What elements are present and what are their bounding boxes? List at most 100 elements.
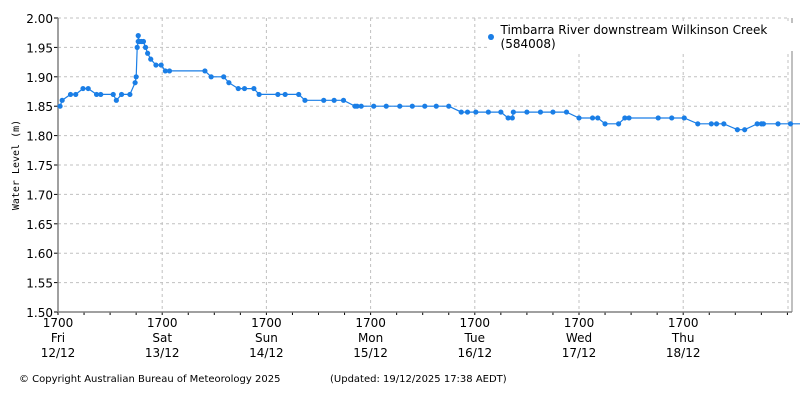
y-tick-label: 1.90 bbox=[26, 71, 53, 85]
data-point bbox=[509, 115, 515, 121]
data-point bbox=[85, 85, 91, 92]
data-point bbox=[563, 109, 570, 115]
y-tick-label: 1.50 bbox=[26, 306, 53, 320]
data-point bbox=[458, 109, 464, 115]
data-point bbox=[602, 121, 608, 127]
data-point bbox=[446, 103, 452, 109]
chart-legend: Timbarra River downstream Wilkinson Cree… bbox=[488, 23, 800, 51]
x-tick-label: 1700 bbox=[147, 316, 178, 330]
x-tick-label: Mon bbox=[358, 331, 383, 345]
data-point bbox=[127, 91, 133, 98]
y-tick-label: 1.70 bbox=[26, 188, 53, 202]
x-tick-label: 18/12 bbox=[666, 346, 701, 360]
x-tick-label: 16/12 bbox=[458, 346, 493, 360]
data-point bbox=[134, 44, 140, 51]
data-point bbox=[145, 50, 151, 56]
data-point bbox=[202, 68, 208, 74]
data-point bbox=[275, 91, 281, 98]
data-point bbox=[98, 91, 104, 98]
data-point bbox=[655, 115, 661, 121]
data-point bbox=[537, 109, 544, 115]
x-tick-label: 12/12 bbox=[41, 346, 76, 360]
data-point bbox=[140, 38, 147, 45]
data-point bbox=[235, 85, 241, 92]
data-point bbox=[742, 127, 748, 133]
y-tick-label: 1.75 bbox=[26, 159, 53, 173]
data-point bbox=[409, 103, 415, 109]
x-tick-label: 14/12 bbox=[249, 346, 284, 360]
x-tick-label: Tue bbox=[464, 331, 486, 345]
data-point bbox=[166, 68, 173, 74]
data-point bbox=[162, 68, 168, 74]
legend-label: Timbarra River downstream Wilkinson Cree… bbox=[500, 23, 768, 51]
data-point bbox=[787, 121, 794, 127]
data-point bbox=[67, 91, 74, 98]
data-point bbox=[589, 115, 596, 121]
data-point bbox=[73, 91, 79, 98]
data-point bbox=[397, 103, 403, 109]
data-point bbox=[132, 80, 138, 86]
data-point bbox=[595, 115, 601, 121]
x-tick-label: Fri bbox=[51, 331, 65, 345]
data-point bbox=[626, 115, 632, 121]
y-tick-label: 1.80 bbox=[26, 130, 53, 144]
legend-marker-icon bbox=[488, 34, 494, 40]
x-tick-label: 1700 bbox=[43, 316, 74, 330]
x-tick-label: Wed bbox=[566, 331, 592, 345]
x-tick-label: 1700 bbox=[564, 316, 595, 330]
data-point bbox=[734, 127, 740, 133]
data-point bbox=[681, 115, 687, 121]
data-point bbox=[615, 121, 622, 127]
data-point bbox=[282, 91, 288, 98]
x-tick-label: 1700 bbox=[251, 316, 282, 330]
data-point bbox=[371, 103, 377, 109]
x-tick-label: 1700 bbox=[355, 316, 386, 330]
data-point bbox=[422, 103, 428, 109]
x-tick-label: Sat bbox=[152, 331, 172, 345]
data-point bbox=[754, 121, 760, 127]
data-point bbox=[80, 85, 86, 92]
data-point bbox=[775, 121, 781, 127]
data-point bbox=[158, 62, 164, 68]
data-point bbox=[331, 97, 337, 103]
data-point bbox=[208, 74, 214, 80]
data-point bbox=[148, 56, 154, 62]
data-point bbox=[550, 109, 556, 115]
data-point bbox=[321, 97, 327, 103]
data-point bbox=[110, 91, 116, 98]
data-point bbox=[358, 103, 364, 109]
data-point bbox=[383, 103, 389, 109]
data-point bbox=[505, 115, 511, 121]
updated-timestamp: (Updated: 19/12/2025 17:38 AEDT) bbox=[330, 374, 507, 385]
data-point bbox=[153, 62, 159, 68]
data-point bbox=[113, 97, 119, 103]
x-tick-label: 17/12 bbox=[562, 346, 597, 360]
x-tick-label: Thu bbox=[671, 331, 695, 345]
data-point bbox=[340, 97, 347, 103]
data-point bbox=[133, 74, 139, 80]
data-point bbox=[221, 74, 227, 80]
data-point bbox=[464, 109, 471, 115]
data-point bbox=[708, 121, 714, 127]
data-point bbox=[59, 97, 65, 103]
data-point bbox=[721, 121, 727, 127]
data-point bbox=[713, 121, 720, 127]
data-point bbox=[93, 91, 100, 98]
data-point bbox=[135, 33, 141, 39]
data-point bbox=[118, 91, 125, 98]
y-tick-label: 1.95 bbox=[26, 41, 53, 55]
data-point bbox=[498, 109, 504, 115]
x-tick-label: 13/12 bbox=[145, 346, 180, 360]
y-axis-label: Water Level (m) bbox=[11, 120, 22, 210]
data-point bbox=[433, 103, 439, 109]
data-point bbox=[510, 109, 516, 115]
data-point bbox=[695, 121, 701, 127]
data-point bbox=[241, 85, 248, 92]
x-tick-label: 1700 bbox=[460, 316, 491, 330]
data-point bbox=[669, 115, 675, 121]
y-tick-label: 1.55 bbox=[26, 277, 53, 291]
data-point bbox=[576, 115, 582, 121]
copyright-text: © Copyright Australian Bureau of Meteoro… bbox=[19, 374, 281, 385]
data-point bbox=[760, 121, 767, 127]
